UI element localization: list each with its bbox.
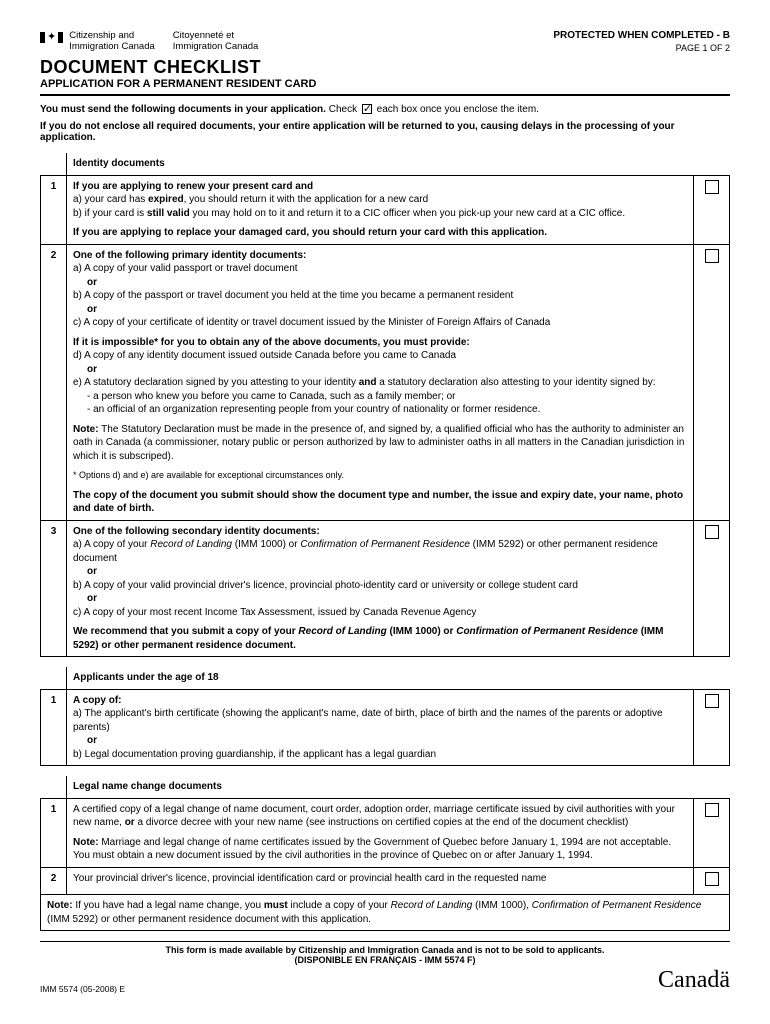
intro-line1: You must send the following documents in… (40, 104, 730, 115)
section-title: Applicants under the age of 18 (67, 667, 730, 689)
row-body: If you are applying to renew your presen… (67, 175, 694, 244)
intro-line2: If you do not enclose all required docum… (40, 121, 730, 143)
protected-label: PROTECTED WHEN COMPLETED - B (553, 30, 730, 41)
row-body: One of the following primary identity do… (67, 244, 694, 520)
section-title: Legal name change documents (67, 776, 730, 798)
row-body: A certified copy of a legal change of na… (67, 798, 694, 867)
row-number: 2 (41, 867, 67, 895)
checkbox[interactable] (705, 180, 719, 194)
form-code: IMM 5574 (05-2008) E (40, 984, 125, 994)
footer-bottom: IMM 5574 (05-2008) E Canadä (40, 967, 730, 994)
footer-line2: (DISPONIBLE EN FRANÇAIS - IMM 5574 F) (40, 955, 730, 965)
check-icon (362, 104, 372, 114)
section-note: Note: If you have had a legal name chang… (41, 895, 730, 931)
row-body: A copy of: a) The applicant's birth cert… (67, 689, 694, 766)
row-number: 1 (41, 689, 67, 766)
header: ✦ Citizenship and Immigration Canada Cit… (40, 30, 730, 53)
header-left: ✦ Citizenship and Immigration Canada Cit… (40, 30, 258, 53)
row-body: Your provincial driver's licence, provin… (67, 867, 694, 895)
row-number: 1 (41, 175, 67, 244)
section-under18: Applicants under the age of 18 1 A copy … (40, 667, 730, 766)
dept-english: Citizenship and Immigration Canada (69, 30, 155, 53)
row-body: One of the following secondary identity … (67, 520, 694, 657)
checkbox[interactable] (705, 694, 719, 708)
row-number: 3 (41, 520, 67, 657)
page-title: DOCUMENT CHECKLIST (40, 57, 730, 78)
section-identity: Identity documents 1 If you are applying… (40, 153, 730, 657)
section-title: Identity documents (67, 153, 730, 175)
row-number: 1 (41, 798, 67, 867)
checkbox[interactable] (705, 249, 719, 263)
checkbox[interactable] (705, 803, 719, 817)
canada-wordmark: Canadä (658, 967, 730, 994)
row-number: 2 (41, 244, 67, 520)
page-number: PAGE 1 OF 2 (553, 43, 730, 53)
dept-french: Citoyenneté et Immigration Canada (173, 30, 259, 53)
footer-line1: This form is made available by Citizensh… (40, 941, 730, 955)
canada-flag-icon: ✦ (40, 32, 63, 43)
header-right: PROTECTED WHEN COMPLETED - B PAGE 1 OF 2 (553, 30, 730, 53)
checkbox[interactable] (705, 525, 719, 539)
title-divider (40, 94, 730, 96)
checkbox[interactable] (705, 872, 719, 886)
section-legal: Legal name change documents 1 A certifie… (40, 776, 730, 931)
page-subtitle: APPLICATION FOR A PERMANENT RESIDENT CAR… (40, 78, 730, 90)
